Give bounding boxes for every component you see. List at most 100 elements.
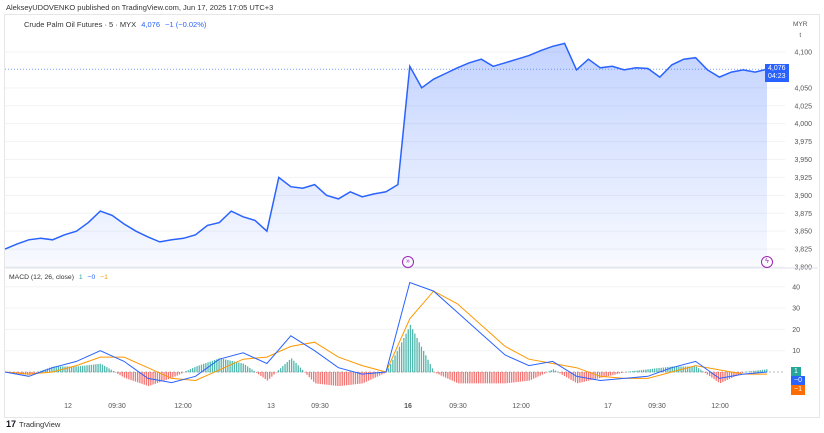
macd-histogram-bar [570,372,572,380]
event-flash-icon[interactable]: ϟ [761,256,773,268]
macd-histogram-bar [610,372,612,376]
macd-line-tag: −0 [791,376,805,386]
macd-histogram-bar [38,371,40,373]
price-change: −1 (−0.02%) [165,20,207,29]
macd-histogram-bar [291,358,293,373]
macd-histogram-bar [115,372,117,373]
macd-histogram-bar [148,372,150,387]
macd-histogram-bar [568,372,570,379]
macd-histogram-bar [634,370,636,373]
macd-histogram-bar [121,372,123,377]
macd-histogram-bar [341,372,343,386]
symbol-name: Crude Palm Oil Futures · 5 · MYX [24,20,137,29]
macd-histogram-bar [530,372,533,380]
macd-histogram-bar [649,369,651,373]
macd-histogram-bar [304,372,306,373]
macd-histogram-bar [563,372,566,376]
macd-histogram-bar [361,372,363,384]
macd-histogram-bar [691,366,693,373]
macd-histogram-bar [616,372,618,375]
macd-histogram-bar [242,363,244,373]
macd-histogram-bar [453,372,456,382]
macd-histogram-bar [137,372,139,383]
macd-histogram-bar [178,372,181,375]
macd-histogram-bar [440,372,442,376]
macd-histogram-bar [346,372,348,386]
macd-histogram-bar [79,366,82,373]
macd-histogram-bar [260,372,262,376]
macd-histogram-bar [678,366,680,373]
macd-histogram-bar [205,363,207,373]
macd-histogram-bar [420,346,423,373]
macd-histogram-bar [236,362,238,373]
macd-histogram-bar [130,372,132,381]
macd-histogram-bar [269,372,271,379]
macd-histogram-bar [658,368,660,373]
chart-frame[interactable] [4,14,820,418]
event-flash-icon[interactable]: » [402,256,414,268]
macd-signal-tag: −1 [791,385,805,395]
macd-histogram-bar [225,359,227,373]
macd-histogram-bar [398,346,401,373]
price-tick-label: 3,825 [794,247,812,254]
macd-histogram-bar [728,372,731,379]
macd-histogram-bar [295,363,297,373]
macd-histogram-bar [88,365,90,373]
macd-histogram-bar [473,372,475,384]
macd-histogram-bar [310,372,313,380]
macd-histogram-bar [211,360,214,373]
macd-tick-label: 20 [792,327,800,334]
macd-histogram-bar [284,364,286,373]
macd-histogram-bar [621,372,623,374]
macd-histogram-bar [636,370,638,373]
macd-histogram-bar [112,370,115,373]
macd-histogram-bar [731,372,733,378]
macd-histogram-bar [200,364,203,373]
macd-histogram-bar [524,372,526,382]
price-tick-label: 3,950 [794,157,812,164]
macd-histogram-bar [759,370,761,373]
macd-histogram-bar [504,372,506,384]
macd-histogram-bar [297,365,299,373]
macd-histogram-bar [368,372,370,381]
macd-histogram-bar [84,365,86,373]
macd-histogram-bar [106,367,108,373]
macd-histogram-bar [757,370,759,373]
macd-histogram-bar [724,372,726,382]
macd-histogram-bar [24,372,27,375]
macd-histogram-bar [592,372,594,380]
macd-histogram-bar [548,371,550,373]
macd-histogram-bar [702,371,704,373]
macd-histogram-bar [174,372,176,377]
macd-histogram-bar [583,372,585,382]
macd-histogram-bar [706,372,709,375]
macd-histogram-bar [152,372,154,385]
macd-histogram-bar [537,372,539,377]
currency-unit[interactable]: MYR t [793,19,807,41]
macd-histogram-bar [526,372,528,381]
macd-histogram-bar [271,372,273,377]
macd-histogram-bar [535,372,537,378]
symbol-legend: Crude Palm Oil Futures · 5 · MYX 4,076 −… [24,20,206,29]
macd-histogram-bar [222,358,225,373]
macd-histogram-bar [500,372,502,384]
macd-histogram-bar [654,368,656,373]
macd-histogram-bar [328,372,330,385]
macd-histogram-bar [319,372,321,384]
macd-histogram-bar [713,372,715,380]
time-tick-label: 12:00 [711,403,729,410]
macd-histogram-bar [299,367,302,373]
macd-histogram-bar [126,372,128,379]
macd-histogram-bar [423,350,425,373]
macd-histogram-bar [167,372,170,380]
tradingview-logo[interactable]: 17 TradingView [6,419,60,429]
macd-histogram-bar [493,372,495,384]
macd-histogram-bar [698,368,700,373]
macd-histogram-bar [539,372,541,376]
macd-histogram-bar [97,364,99,373]
macd-histogram-bar [335,372,337,386]
macd-histogram-bar [119,372,121,376]
macd-histogram-bar [326,372,328,385]
macd-histogram-bar [550,370,552,373]
